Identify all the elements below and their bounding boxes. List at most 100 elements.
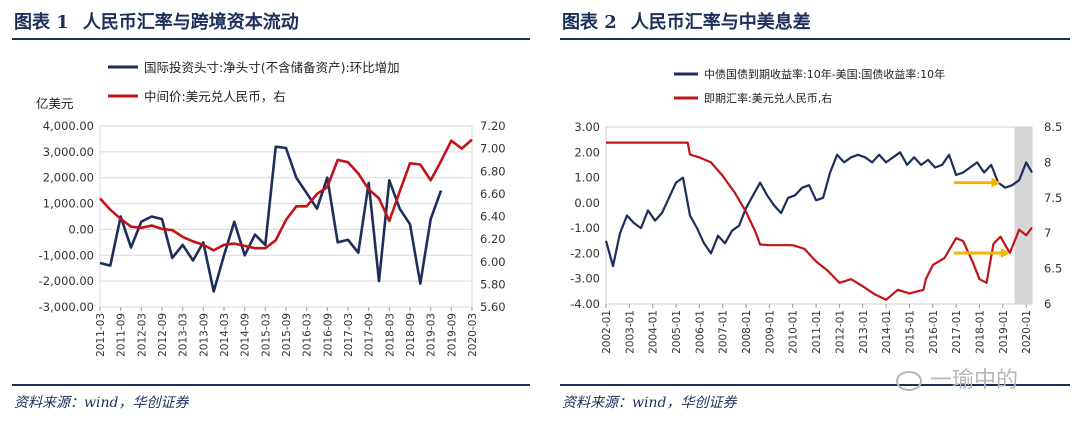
chart-panel-rate-spread: 图表 2 人民币汇率与中美息差 -4.00 -3.00 -2.00 -1.00 0.00 1… — [548, 0, 1080, 424]
left-tick-label: -4.00 — [570, 297, 600, 311]
left-tick-label: -1,000.00 — [39, 248, 94, 262]
x-tick-label: 2019-01 — [998, 310, 1010, 354]
x-tick-label: 2017-01 — [951, 310, 963, 354]
right-tick-label: 6.20 — [480, 232, 506, 246]
x-tick-label: 2012-01 — [834, 310, 846, 354]
annotation-arrow-head — [1000, 248, 1010, 259]
left-tick-label: 1.00 — [574, 171, 600, 185]
x-tick-label: 2018-03 — [384, 313, 396, 357]
left-tick-label: 3,000.00 — [43, 145, 94, 159]
right-tick-label: 7.00 — [480, 142, 506, 156]
left-tick-label: 4,000.00 — [43, 119, 94, 133]
annotation-arrow-head — [991, 177, 1001, 188]
legend-label: 中间价:美元兑人民币，右 — [144, 89, 286, 104]
x-tick-label: 2017-09 — [364, 313, 376, 357]
left-tick-label: 0.00 — [68, 222, 94, 236]
left-tick-label: -2.00 — [570, 246, 600, 260]
right-tick-label: 6.80 — [480, 164, 506, 178]
legend-label: 中债国债到期收益率:10年-美国:国债收益率:10年 — [704, 67, 945, 81]
figure-label: 图表 2 — [562, 12, 617, 33]
right-tick-label: 8.5 — [1044, 120, 1062, 134]
right-tick-label: 7.20 — [480, 119, 506, 133]
x-tick-label: 2011-01 — [811, 310, 823, 354]
x-tick-label: 2010-01 — [788, 310, 800, 354]
watermark: 一瑜中的 — [896, 362, 1018, 394]
left-tick-label: -1.00 — [570, 221, 600, 235]
left-tick-label: 0.00 — [574, 196, 600, 210]
right-tick-label: 7.5 — [1044, 191, 1062, 205]
legend-label: 即期汇率:美元兑人民币,右 — [704, 91, 832, 105]
x-tick-label: 2015-01 — [904, 310, 916, 354]
x-tick-label: 2013-09 — [198, 313, 210, 357]
x-tick-label: 2006-01 — [694, 310, 706, 354]
right-tick-label: 7 — [1044, 226, 1051, 240]
chart-2-svg: -4.00 -3.00 -2.00 -1.00 0.00 1.00 2.00 3.00 6 6.5… — [570, 67, 1062, 354]
panel-title: 图表 2 人民币汇率与中美息差 — [562, 8, 811, 34]
x-tick-label: 2016-09 — [322, 313, 334, 357]
right-tick-label: 6 — [1044, 297, 1051, 311]
series-line-spot-rate — [606, 141, 1033, 301]
shaded-period — [1014, 127, 1032, 304]
left-tick-label: 1,000.00 — [43, 197, 94, 211]
title-rule — [12, 38, 530, 40]
left-tick-label: -3.00 — [570, 272, 600, 286]
right-tick-label: 8 — [1044, 155, 1051, 169]
series-line-cny-fixing — [99, 138, 473, 252]
x-tick-label: 2014-09 — [240, 313, 252, 357]
right-tick-label: 6.5 — [1044, 262, 1062, 276]
figure-label: 图表 1 — [14, 12, 69, 33]
right-tick-label: 6.60 — [480, 187, 506, 201]
left-tick-label: -3,000.00 — [39, 300, 94, 314]
title-rule — [560, 38, 1070, 40]
x-tick-label: 2013-03 — [178, 313, 190, 357]
left-tick-label: 2.00 — [574, 145, 600, 159]
right-tick-label: 5.60 — [480, 300, 506, 314]
chart-1-svg: -3,000.00 -2,000.00 -1,000.00 0.00 1,000.00 2… — [36, 60, 506, 357]
right-tick-label: 6.00 — [480, 255, 506, 269]
left-tick-label: 2,000.00 — [43, 171, 94, 185]
left-tick-label: -2,000.00 — [39, 274, 94, 288]
x-tick-label: 2011-03 — [95, 313, 107, 357]
x-tick-label: 2017-03 — [343, 313, 355, 357]
x-tick-label: 2007-01 — [718, 310, 730, 354]
x-tick-label: 2018-09 — [405, 313, 417, 357]
x-tick-label: 2003-01 — [624, 310, 636, 354]
wechat-icon — [896, 371, 922, 391]
x-tick-label: 2016-01 — [928, 310, 940, 354]
x-tick-label: 2012-09 — [157, 313, 169, 357]
panel-title: 图表 1 人民币汇率与跨境资本流动 — [14, 8, 299, 34]
x-tick-label: 2009-01 — [764, 310, 776, 354]
x-tick-label: 2011-09 — [116, 313, 128, 357]
source-note: 资料来源：wind，华创证券 — [14, 395, 189, 411]
x-tick-label: 2019-09 — [446, 313, 458, 357]
x-tick-label: 2015-03 — [260, 313, 272, 357]
right-tick-label: 6.40 — [480, 210, 506, 224]
x-tick-label: 2013-01 — [858, 310, 870, 354]
figure-title: 人民币汇率与跨境资本流动 — [82, 12, 299, 33]
source-note: 资料来源：wind，华创证券 — [562, 395, 737, 411]
x-tick-label: 2018-01 — [974, 310, 986, 354]
x-tick-label: 2014-01 — [881, 310, 893, 354]
x-tick-label: 2019-03 — [426, 313, 438, 357]
x-tick-label: 2015-09 — [281, 313, 293, 357]
x-tick-label: 2016-03 — [302, 313, 314, 357]
chart-panel-capital-flows: 图表 1 人民币汇率与跨境资本流动 -3,000.00 -2,000.00 -1,00… — [12, 8, 530, 411]
left-tick-label: 3.00 — [574, 120, 600, 134]
x-tick-label: 2008-01 — [741, 310, 753, 354]
x-tick-label: 2014-03 — [219, 313, 231, 357]
source-rule — [560, 384, 1070, 386]
watermark-text: 一瑜中的 — [930, 368, 1019, 393]
source-rule — [12, 384, 530, 386]
x-tick-label: 2012-03 — [136, 313, 148, 357]
plot-area — [605, 126, 1033, 305]
right-tick-label: 5.80 — [480, 277, 506, 291]
x-tick-label: 2005-01 — [671, 310, 683, 354]
x-tick-label: 2002-01 — [601, 310, 613, 354]
x-tick-label: 2020-03 — [467, 313, 479, 357]
left-axis-unit: 亿美元 — [36, 96, 74, 111]
series-line-capital-flow — [99, 145, 443, 293]
x-tick-label: 2004-01 — [648, 310, 660, 354]
legend-label: 国际投资头寸:净头寸(不含储备资产):环比增加 — [144, 60, 400, 75]
figure-title: 人民币汇率与中美息差 — [630, 12, 811, 33]
x-tick-label: 2020-01 — [1021, 310, 1033, 354]
